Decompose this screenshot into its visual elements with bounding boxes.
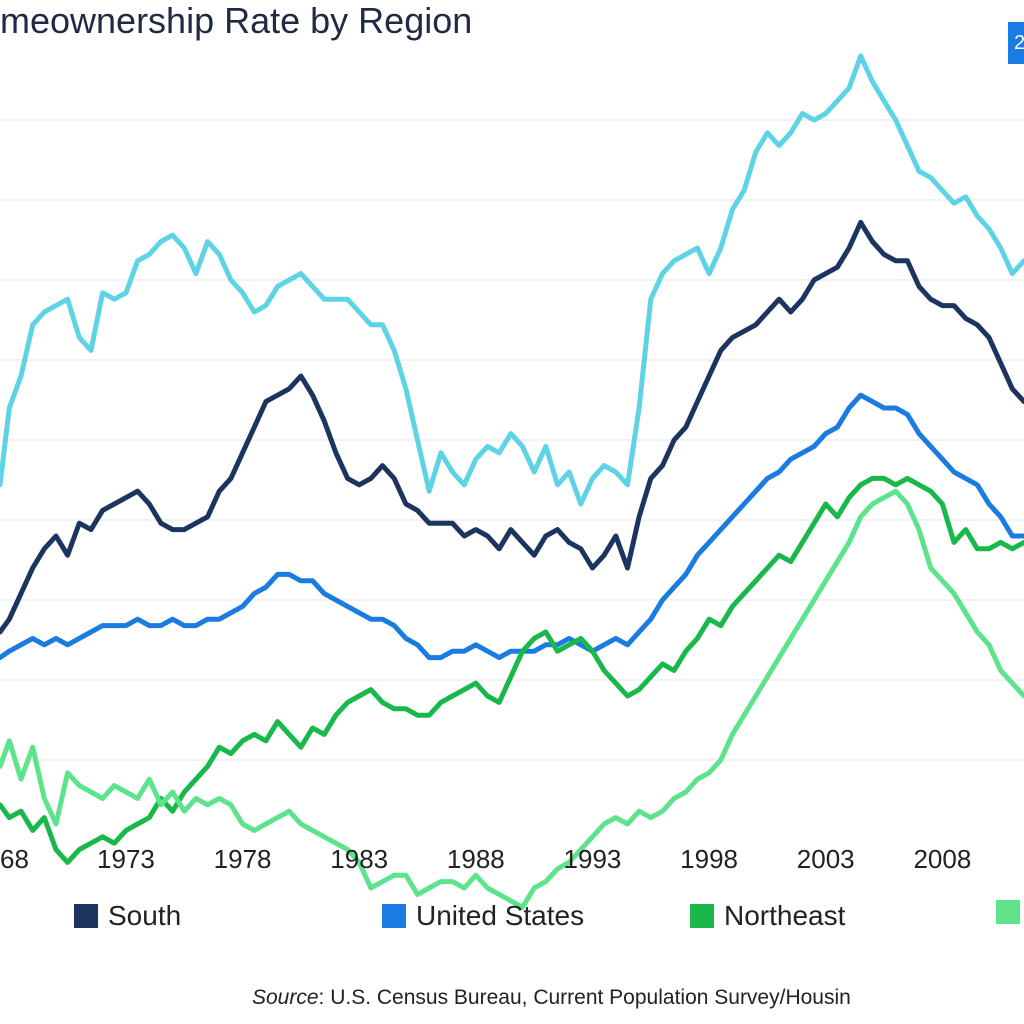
x-tick-label: 1988 <box>447 844 505 874</box>
series-lines <box>0 53 1024 910</box>
series-line-south <box>0 219 1024 635</box>
legend-label-northeast: Northeast <box>724 900 846 931</box>
legend-item-northeast: Northeast <box>690 900 845 932</box>
x-tick-label: 1978 <box>214 844 272 874</box>
source-text: : U.S. Census Bureau, Current Population… <box>318 986 851 1009</box>
x-tick-label: 1973 <box>97 844 155 874</box>
legend-label-united-states: United States <box>416 900 585 931</box>
legend-item-south: South <box>74 900 181 932</box>
source-label: Source <box>252 986 319 1009</box>
series-line-unnamed-0 <box>0 53 1024 507</box>
legend-item-partial <box>996 900 1024 924</box>
legend-label-south: South <box>108 900 182 931</box>
legend-swatch-united-states <box>382 904 406 928</box>
series-line-united-states <box>0 392 1024 661</box>
x-tick-label: 68 <box>0 844 29 874</box>
series-line-northeast <box>0 475 1024 865</box>
x-tick-label: 2008 <box>913 844 971 874</box>
x-axis-ticks: 68 1973 1978 1983 1988 1993 1998 2003 2008 <box>0 844 971 874</box>
x-tick-label: 1998 <box>680 844 738 874</box>
source-note: Source: U.S. Census Bureau, Current Popu… <box>252 986 851 1010</box>
x-tick-label: 2003 <box>797 844 855 874</box>
x-tick-label: 1993 <box>564 844 622 874</box>
legend: South United States Northeast <box>0 900 1024 944</box>
chart-title: meownership Rate by Region <box>0 0 473 41</box>
year-badge: 2 <box>1008 22 1024 64</box>
series-line-unnamed-4 <box>0 488 1024 910</box>
legend-swatch-partial <box>996 900 1020 924</box>
legend-swatch-northeast <box>690 904 714 928</box>
legend-swatch-south <box>74 904 98 928</box>
x-tick-label: 1983 <box>330 844 388 874</box>
gridlines <box>0 119 1024 761</box>
legend-item-united-states: United States <box>382 900 584 932</box>
